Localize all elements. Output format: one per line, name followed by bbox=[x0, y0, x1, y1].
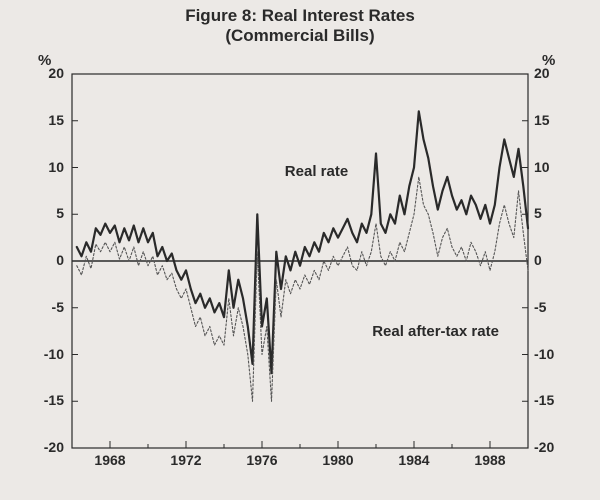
y-tick-left: 0 bbox=[0, 252, 64, 268]
y-tick-left: -5 bbox=[0, 299, 64, 315]
x-tick: 1988 bbox=[468, 452, 512, 468]
y-tick-right: 0 bbox=[534, 252, 542, 268]
y-tick-right: -20 bbox=[534, 439, 554, 455]
x-tick: 1984 bbox=[392, 452, 436, 468]
y-tick-left: 20 bbox=[0, 65, 64, 81]
y-tick-right: -15 bbox=[534, 392, 554, 408]
series-real-after-tax-rate bbox=[77, 177, 528, 401]
y-tick-left: 15 bbox=[0, 112, 64, 128]
y-tick-right: 10 bbox=[534, 159, 550, 175]
chart-plot bbox=[0, 0, 600, 500]
x-tick: 1980 bbox=[316, 452, 360, 468]
x-tick: 1972 bbox=[164, 452, 208, 468]
series-label-real-after-tax-rate: Real after-tax rate bbox=[372, 323, 499, 340]
y-tick-right: -10 bbox=[534, 346, 554, 362]
y-axis-label-left: % bbox=[38, 52, 51, 69]
y-tick-left: -20 bbox=[0, 439, 64, 455]
series-label-real-rate: Real rate bbox=[285, 163, 348, 180]
y-tick-left: -15 bbox=[0, 392, 64, 408]
x-tick: 1976 bbox=[240, 452, 284, 468]
y-tick-right: 5 bbox=[534, 205, 542, 221]
x-tick: 1968 bbox=[88, 452, 132, 468]
y-tick-left: 5 bbox=[0, 205, 64, 221]
y-tick-right: -5 bbox=[534, 299, 546, 315]
y-tick-left: -10 bbox=[0, 346, 64, 362]
y-tick-right: 15 bbox=[534, 112, 550, 128]
y-axis-label-right: % bbox=[542, 52, 555, 69]
y-tick-left: 10 bbox=[0, 159, 64, 175]
